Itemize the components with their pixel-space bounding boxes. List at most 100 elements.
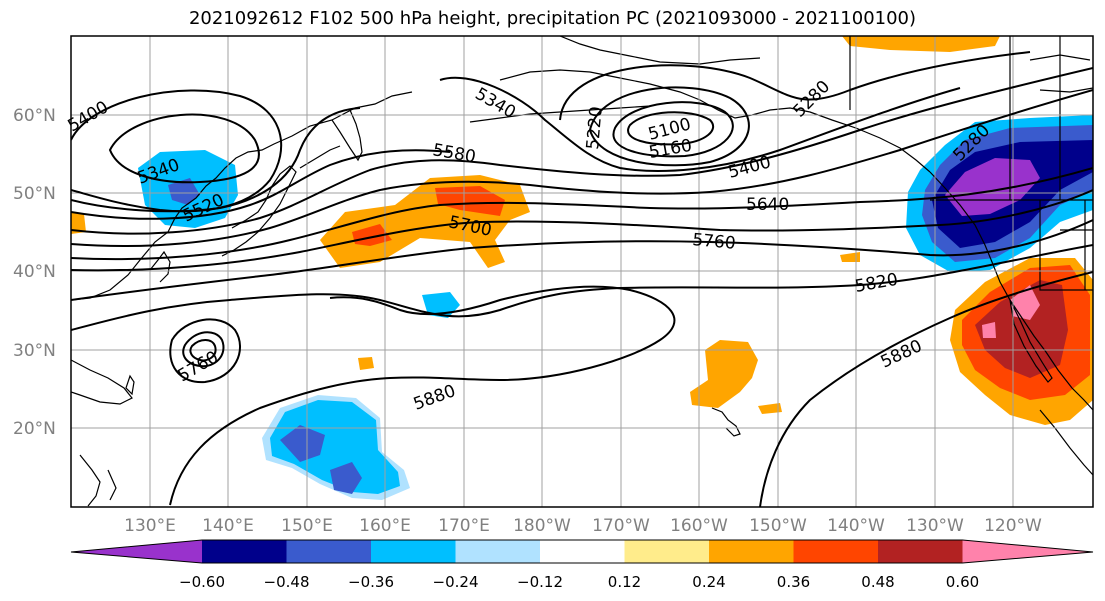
precip-orange-top xyxy=(842,36,1000,52)
map-frame xyxy=(70,35,1094,508)
precip-orange-left-edge xyxy=(71,212,86,234)
contour-5280 xyxy=(559,51,1031,121)
contour-5520 xyxy=(71,149,451,220)
colorbar-segment xyxy=(540,540,625,563)
lon-label: 140°E xyxy=(202,516,254,536)
contour-5760-low xyxy=(182,331,225,368)
lat-label: 40°N xyxy=(13,262,56,282)
border-canada-provinces xyxy=(1009,36,1061,200)
lon-label: 130°E xyxy=(124,516,176,536)
coastlines xyxy=(71,36,1093,507)
colorbar-segment xyxy=(202,540,287,563)
lon-labels: 130°E 140°E 150°E 160°E 170°E 180°W 170°… xyxy=(124,516,1042,536)
colorbar-tick-label: −0.36 xyxy=(348,573,394,591)
colorbar-tick-label: 0.36 xyxy=(777,573,810,591)
coast-japan xyxy=(221,165,297,257)
gridlines xyxy=(71,36,1093,507)
precip-orange-hawaii2 xyxy=(758,403,782,414)
contour-5700 xyxy=(71,189,1093,272)
contour-label: 5640 xyxy=(746,195,789,215)
colorbar-segment xyxy=(878,540,963,563)
contour-5640-top xyxy=(71,89,1093,247)
lat-label: 60°N xyxy=(13,106,56,126)
coast-alaska-north xyxy=(559,36,761,65)
lat-label: 50°N xyxy=(13,184,56,204)
contour-5880-a xyxy=(169,285,676,506)
colorbar-tick-label: 0.48 xyxy=(861,573,894,591)
lon-label: 180°W xyxy=(513,516,571,536)
colorbar-segment xyxy=(793,540,878,563)
precip-pink-sw2 xyxy=(982,322,996,338)
lon-label: 130°W xyxy=(906,516,964,536)
coast-asia xyxy=(71,91,413,301)
precip-red-npac2 xyxy=(352,224,392,246)
colorbar-segment xyxy=(71,540,202,563)
contour-label: 5760 xyxy=(692,230,737,254)
lon-label: 140°W xyxy=(827,516,885,536)
coast-alaska xyxy=(499,69,931,173)
lon-label: 170°W xyxy=(592,516,650,536)
contour-5400-jp xyxy=(71,89,283,213)
precip-orange-hawaii xyxy=(690,340,758,408)
colorbar-segment xyxy=(709,540,794,563)
colorbar-ticks: −0.60 −0.48 −0.36 −0.24 −0.12 0.12 0.24 … xyxy=(179,573,979,591)
coast-hawaii xyxy=(711,407,741,437)
colorbar-tick-label: −0.24 xyxy=(433,573,479,591)
lon-label: 170°E xyxy=(438,516,490,536)
lon-label: 120°W xyxy=(984,516,1042,536)
colorbar-segment xyxy=(371,540,456,563)
coast-aleutians xyxy=(469,105,651,123)
colorbar-segment xyxy=(962,540,1093,563)
coast-islands-hudson xyxy=(1029,54,1093,93)
contour-5340-jp xyxy=(108,113,260,184)
colorbar-tick-label: −0.48 xyxy=(264,573,310,591)
lon-label: 160°W xyxy=(670,516,728,536)
precip-navy-japan xyxy=(168,178,200,205)
contour-5640 xyxy=(71,167,1093,261)
colorbar-tick-label: 0.24 xyxy=(692,573,725,591)
lat-labels: 60°N 50°N 40°N 30°N 20°N xyxy=(13,106,56,439)
contour-5880-b xyxy=(759,271,1093,507)
lon-label: 160°E xyxy=(359,516,411,536)
contour-5700-low xyxy=(189,339,217,362)
lat-label: 30°N xyxy=(13,341,56,361)
contour-5100 xyxy=(627,111,715,146)
precip-blue-trop xyxy=(270,400,400,494)
contour-5820 xyxy=(71,244,1093,331)
precip-navy-trop2 xyxy=(330,462,362,494)
colorbar-outline xyxy=(70,539,1094,564)
colorbar-tick-label: −0.12 xyxy=(517,573,563,591)
colorbar xyxy=(70,539,1094,564)
contour-5160 xyxy=(612,101,734,158)
lon-label: 150°E xyxy=(281,516,333,536)
coast-baja xyxy=(1009,299,1053,383)
precip-navy-trop xyxy=(280,425,325,462)
coast-mexico xyxy=(1039,409,1093,476)
colorbar-tick-label: 0.12 xyxy=(608,573,641,591)
contour-5820-low xyxy=(169,318,241,384)
colorbar-tick-label: −0.60 xyxy=(179,573,225,591)
precip-darkred-sw xyxy=(975,280,1068,378)
contour-5760 xyxy=(71,219,1093,301)
precip-orange-small2 xyxy=(840,252,860,262)
contour-5220 xyxy=(588,86,750,167)
precip-orange-small xyxy=(358,357,374,370)
colorbar-tick-label: 0.60 xyxy=(946,573,979,591)
height-contours xyxy=(71,51,1093,507)
coast-taiwan xyxy=(125,374,135,396)
colorbar-segment xyxy=(286,540,371,563)
colorbar-segment xyxy=(624,540,709,563)
coast-philippines xyxy=(79,454,117,507)
lat-label: 20°N xyxy=(13,419,56,439)
coast-china-s xyxy=(71,359,133,405)
contour-5580 xyxy=(71,67,1093,235)
precip-purple-pnw xyxy=(945,158,1040,216)
colorbar-segment xyxy=(455,540,540,563)
contour-label: 5220 xyxy=(583,106,607,151)
precip-shading xyxy=(71,36,1093,500)
lon-label: 150°W xyxy=(749,516,807,536)
contour-5460 xyxy=(71,107,361,213)
contour-5340 xyxy=(439,76,961,172)
map-title: 2021092612 F102 500 hPa height, precipit… xyxy=(188,8,917,29)
